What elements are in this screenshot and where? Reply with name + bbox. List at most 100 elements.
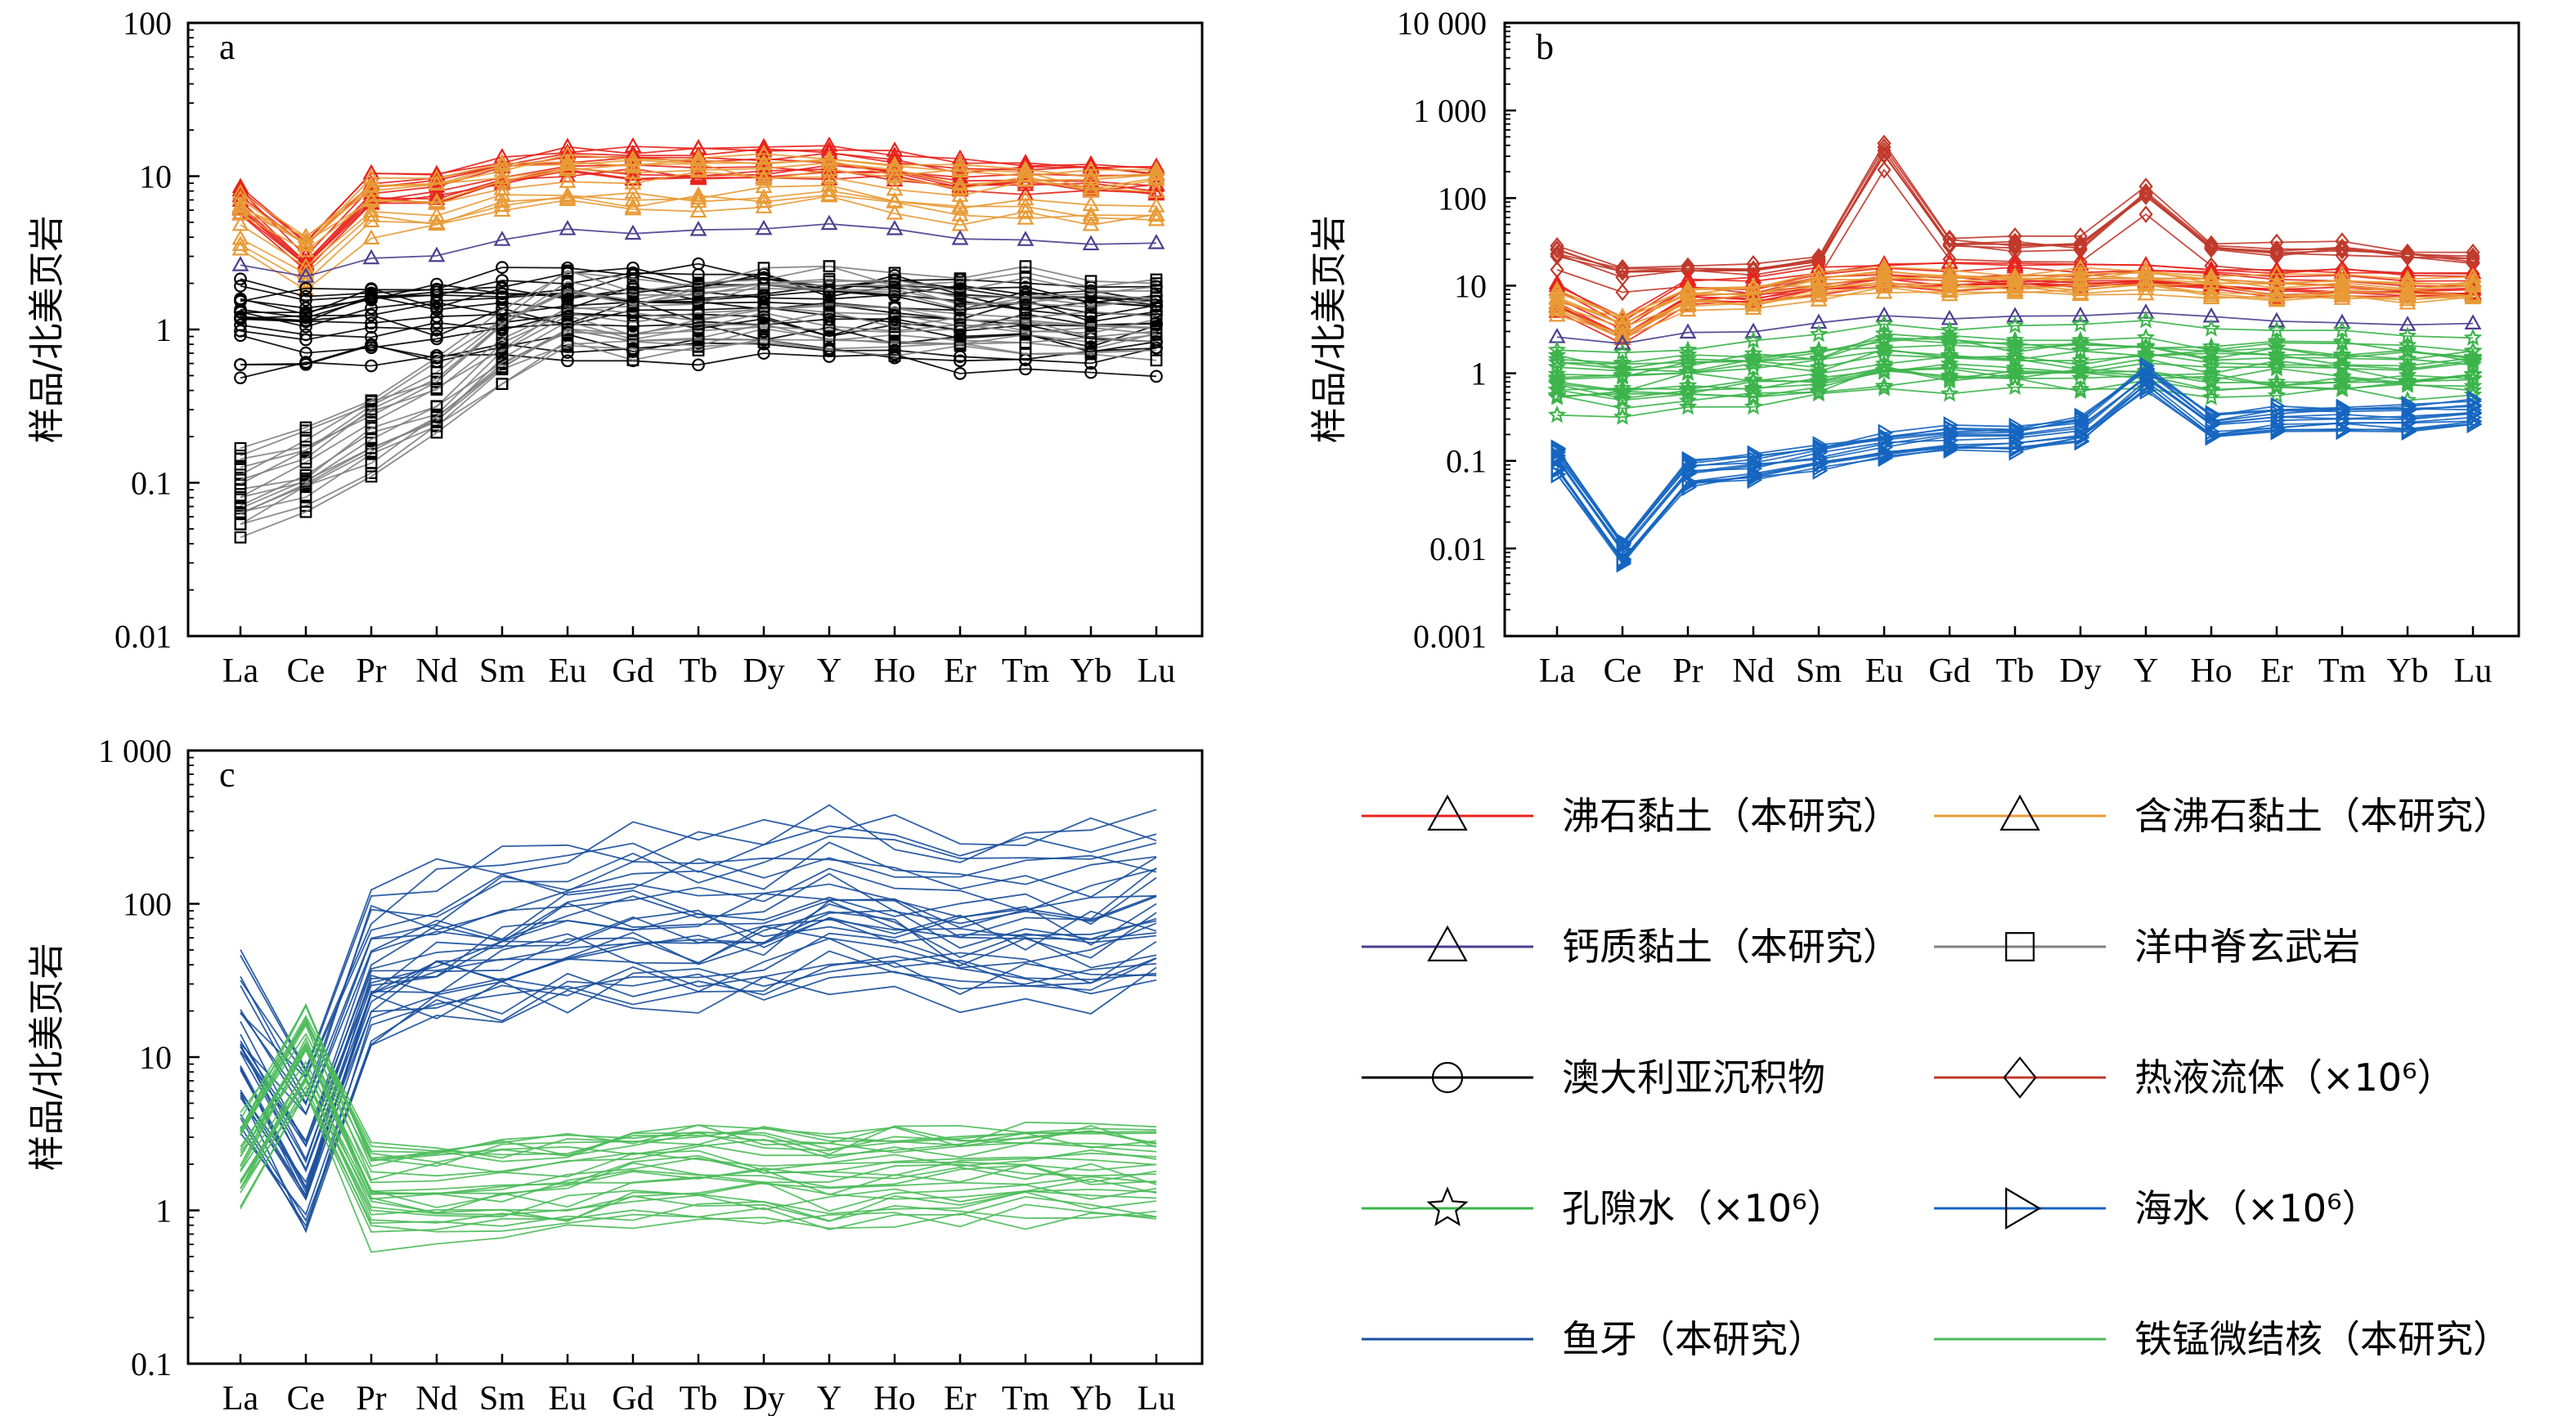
series-line: [240, 1032, 1157, 1162]
data-point: [365, 359, 378, 373]
data-point: [428, 186, 446, 202]
y-tick-label: 10: [139, 1039, 172, 1076]
data-point: [2463, 370, 2483, 388]
data-point: [1681, 262, 1695, 280]
data-point: [2005, 348, 2025, 367]
data-point: [559, 137, 577, 154]
data-point: [1548, 288, 1566, 303]
data-point: [624, 156, 642, 173]
series-line: [1556, 149, 2474, 279]
data-point: [2136, 311, 2156, 329]
series-line: [240, 1036, 1157, 1195]
data-point: [2267, 331, 2287, 349]
data-point: [1019, 362, 1032, 376]
data-point: [1810, 291, 1828, 307]
data-point: [1812, 436, 1829, 455]
data-point: [2268, 265, 2286, 280]
data-point: [1082, 195, 1100, 212]
panel-a-chart: 0.01 0.1 1 10 100 La Ce Pr Nd Sm Eu Gd Tb Dy Y Ho Er Tm Yb…: [26, 5, 1204, 690]
data-point: [299, 444, 312, 457]
data-point: [234, 461, 247, 474]
series-line: [240, 1046, 1157, 1203]
data-point: [1147, 197, 1165, 213]
data-point: [1084, 275, 1097, 288]
data-point: [297, 272, 315, 288]
data-point: [1940, 347, 1959, 365]
data-point: [2137, 303, 2155, 319]
data-point: [234, 531, 247, 544]
data-point: [1875, 258, 1893, 273]
series-line: [240, 190, 1157, 275]
series-line: [1556, 370, 2474, 401]
series-line: [240, 876, 1157, 1148]
y-tick-label: 100: [123, 886, 172, 923]
x-tick-label-la: La: [1539, 652, 1576, 690]
y-tick-label: 0.1: [131, 465, 172, 502]
data-point: [888, 302, 901, 315]
y-tick-label: 100: [1438, 180, 1487, 217]
series-line: [1556, 320, 2474, 354]
legend-item-6: 孔隙水（×10⁶）: [1362, 1186, 1845, 1230]
data-point: [692, 298, 705, 311]
data-point: [954, 354, 967, 368]
x-tick-label-lu: Lu: [1138, 652, 1176, 690]
data-point: [823, 298, 836, 311]
data-point: [2006, 307, 2024, 323]
data-point: [1744, 277, 1762, 293]
data-point: [1681, 452, 1698, 471]
data-point: [2335, 239, 2349, 257]
data-point: [2137, 275, 2155, 291]
data-point: [362, 212, 380, 228]
data-point: [2008, 232, 2022, 251]
data-point: [1679, 323, 1697, 339]
series-line: [240, 909, 1157, 1173]
data-point: [2399, 284, 2417, 299]
x-tick-label-yb: Yb: [1070, 1380, 1111, 1416]
series-line: [240, 867, 1157, 1116]
data-point: [689, 220, 707, 236]
data-point: [234, 473, 247, 486]
data-point: [362, 190, 380, 206]
series-1: [240, 1002, 1157, 1253]
data-point: [365, 308, 378, 322]
data-point: [1547, 385, 1567, 404]
series-line: [240, 154, 1156, 246]
data-point: [2071, 360, 2090, 378]
data-point: [231, 204, 249, 221]
data-point: [299, 328, 312, 342]
y-tick-label: 1: [155, 1193, 172, 1230]
data-point: [1019, 325, 1032, 338]
data-point: [428, 164, 446, 181]
x-tick-label-ho: Ho: [873, 1380, 915, 1416]
x-tick-label-er: Er: [2260, 652, 2293, 690]
data-point: [493, 231, 511, 246]
series-line: [240, 1075, 1157, 1224]
data-point: [1613, 382, 1632, 400]
data-point: [1019, 271, 1032, 285]
data-point: [2202, 289, 2220, 305]
data-point: [755, 177, 773, 194]
data-point: [1547, 352, 1567, 370]
data-point: [496, 332, 509, 345]
data-point: [365, 470, 378, 483]
series-1: [231, 144, 1165, 297]
data-point: [2333, 283, 2351, 298]
data-point: [559, 155, 577, 171]
data-point: [1875, 283, 1893, 299]
data-point: [2464, 285, 2482, 302]
data-point: [365, 394, 378, 407]
data-point: [2267, 376, 2287, 395]
y-tick-label: 0.01: [114, 618, 172, 655]
data-point: [2071, 355, 2090, 373]
panel-b-chart: 0.001 0.01 0.1 1 10 100 1 000 10 000 La Ce Pr Nd Sm E…: [1308, 5, 2520, 690]
data-point: [1744, 294, 1762, 309]
data-point: [2333, 276, 2351, 293]
data-point: [689, 202, 707, 218]
data-point: [1613, 307, 1631, 323]
legend-label: 铁锰微结核（本研究）: [2134, 1317, 2511, 1361]
series-line: [240, 835, 1157, 1098]
data-point: [1019, 347, 1032, 361]
data-point: [1681, 463, 1698, 482]
legend-item-7: 海水（×10⁶）: [1934, 1186, 2380, 1230]
data-point: [1678, 362, 1698, 381]
